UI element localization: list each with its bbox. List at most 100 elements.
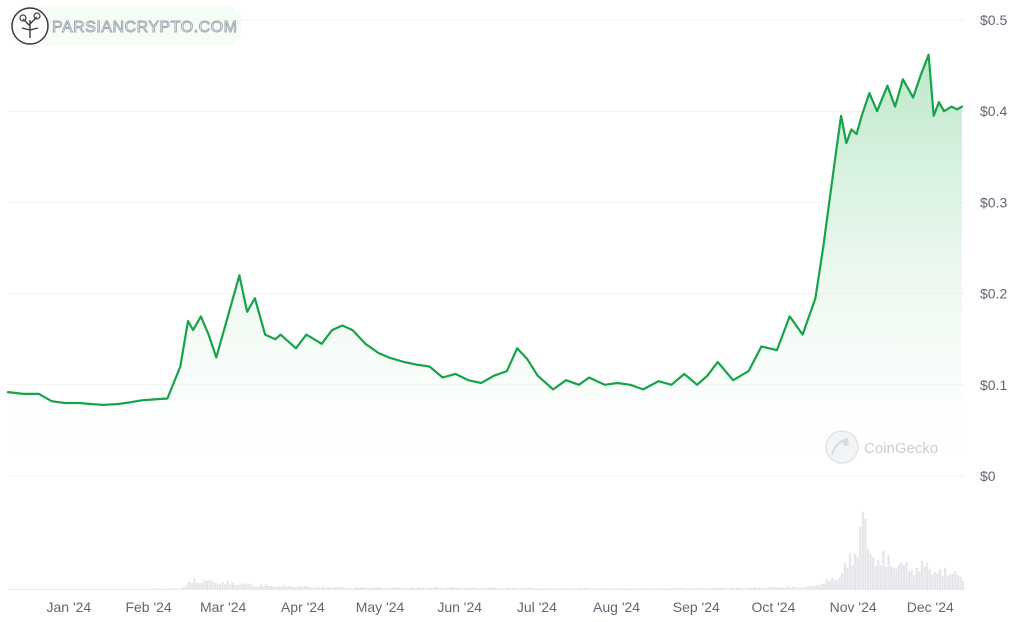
volume-bar xyxy=(730,587,733,590)
volume-bar xyxy=(506,587,510,590)
volume-bar xyxy=(319,587,322,590)
volume-bar xyxy=(496,588,499,590)
y-tick-label: $0 xyxy=(980,468,996,484)
volume-bar xyxy=(275,586,278,590)
volume-bar xyxy=(244,583,247,590)
x-tick-label: Sep '24 xyxy=(673,599,720,615)
volume-bar xyxy=(771,587,774,590)
volume-bar xyxy=(355,586,358,590)
volume-bar xyxy=(270,585,273,590)
gecko-logo-icon xyxy=(825,430,859,464)
volume-bar xyxy=(671,588,674,590)
volume-bar xyxy=(746,587,749,590)
volume-bar xyxy=(82,589,85,590)
volume-bar xyxy=(632,588,636,590)
price-line xyxy=(6,53,964,406)
volume-bar xyxy=(614,588,618,590)
coingecko-watermark: CoinGecko xyxy=(825,430,938,464)
y-axis-ticks: $0 $0.1 $0.2 $0.3 $0.4 $0.5 xyxy=(980,12,1007,484)
volume-bar xyxy=(422,587,425,590)
volume-bar xyxy=(62,589,65,590)
volume-bar xyxy=(100,589,103,590)
volume-bar xyxy=(41,588,44,590)
volume-bar xyxy=(753,586,756,590)
volume-bar xyxy=(743,588,746,590)
volume-bar xyxy=(928,569,931,590)
volume-bar xyxy=(892,567,895,590)
volume-bar xyxy=(841,572,844,590)
volume-bar xyxy=(339,586,342,590)
volume-bar xyxy=(458,587,461,590)
volume-bar xyxy=(103,589,106,590)
volume-bar xyxy=(157,588,160,590)
volume-bar xyxy=(481,588,484,590)
volume-bar xyxy=(877,560,880,590)
volume-bar xyxy=(571,588,574,590)
volume-bar xyxy=(144,589,147,590)
volume-bar xyxy=(216,583,219,590)
volume-bar xyxy=(751,587,754,590)
volume-bar xyxy=(303,586,306,590)
volume-bar xyxy=(46,589,49,590)
volume-bar xyxy=(110,589,114,590)
volume-bar xyxy=(373,587,376,590)
volume-bar xyxy=(54,589,57,590)
volume-bar xyxy=(653,588,656,590)
volume-bar xyxy=(584,588,587,590)
volume-bar xyxy=(13,589,16,590)
volume-bar xyxy=(648,588,651,590)
volume-bar xyxy=(64,589,67,590)
volume-bar xyxy=(427,587,430,590)
volume-bar xyxy=(514,588,517,590)
volume-bar xyxy=(800,587,803,590)
volume-bar xyxy=(548,588,551,590)
volume-bar xyxy=(252,585,255,590)
y-tick-label: $0.1 xyxy=(980,377,1007,393)
volume-bar xyxy=(193,578,196,590)
volume-bar xyxy=(404,588,407,590)
volume-bar xyxy=(254,586,258,590)
volume-bar xyxy=(890,566,893,590)
volume-bar xyxy=(283,585,286,590)
volume-bar xyxy=(486,587,489,590)
volume-bar xyxy=(956,575,960,590)
volume-bar xyxy=(645,588,648,590)
x-tick-label: Jul '24 xyxy=(517,599,557,615)
volume-bar xyxy=(864,519,867,590)
volume-bar xyxy=(126,589,129,590)
volume-bar xyxy=(573,588,576,590)
volume-bar xyxy=(108,589,111,590)
volume-bar xyxy=(812,586,816,590)
volume-bar xyxy=(51,589,54,590)
volume-bar xyxy=(910,570,913,590)
volume-bar xyxy=(794,587,798,590)
volume-bar xyxy=(278,585,281,590)
volume-bar xyxy=(679,587,682,590)
volume-bar xyxy=(123,589,126,590)
volume-bar xyxy=(396,587,399,590)
volume-bar xyxy=(836,579,839,590)
volume-bar xyxy=(357,587,360,590)
volume-bar xyxy=(90,589,93,590)
volume-bar xyxy=(689,588,692,590)
volume-bar xyxy=(946,575,949,590)
volume-bar xyxy=(524,587,528,590)
volume-bar xyxy=(728,588,731,590)
volume-bar xyxy=(944,567,947,590)
volume-bar xyxy=(141,589,144,590)
volume-bar xyxy=(512,587,515,590)
volume-bar xyxy=(658,587,661,590)
volume-bar xyxy=(802,587,805,590)
volume-bar xyxy=(249,583,252,590)
volume-bar xyxy=(936,573,939,590)
volume-bar xyxy=(602,587,605,590)
volume-bar xyxy=(630,588,633,590)
volume-bar xyxy=(224,584,227,590)
volume-bar xyxy=(766,587,769,590)
volume-bar xyxy=(866,548,870,590)
volume-bar xyxy=(167,588,170,590)
volume-bar xyxy=(478,587,481,590)
volume-bar xyxy=(594,588,597,590)
volume-bar xyxy=(419,587,422,590)
